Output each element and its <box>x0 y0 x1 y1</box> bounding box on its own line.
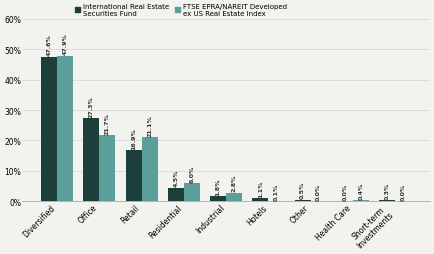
Text: 21.1%: 21.1% <box>147 115 152 136</box>
Text: 27.3%: 27.3% <box>89 96 94 118</box>
Text: 0.0%: 0.0% <box>401 183 406 200</box>
Bar <box>184 183 200 201</box>
Text: 16.9%: 16.9% <box>131 127 136 149</box>
Bar <box>125 150 141 201</box>
Bar <box>295 200 311 201</box>
Bar <box>226 193 242 201</box>
Text: 1.1%: 1.1% <box>258 180 263 197</box>
Text: 0.4%: 0.4% <box>358 182 364 199</box>
Bar <box>99 136 115 201</box>
Text: 47.9%: 47.9% <box>62 33 68 55</box>
Legend: International Real Estate
Securities Fund, FTSE EPRA/NAREIT Developed
ex US Real: International Real Estate Securities Fun… <box>75 4 287 17</box>
Text: 0.3%: 0.3% <box>385 182 390 199</box>
Text: 0.1%: 0.1% <box>274 183 279 200</box>
Bar <box>379 200 395 201</box>
Text: 21.7%: 21.7% <box>105 113 110 135</box>
Bar <box>168 188 184 201</box>
Bar <box>210 196 226 201</box>
Text: 0.0%: 0.0% <box>342 183 348 200</box>
Text: 1.8%: 1.8% <box>216 177 220 195</box>
Bar <box>252 198 268 201</box>
Bar <box>141 137 158 201</box>
Bar <box>57 56 73 201</box>
Bar <box>41 57 57 201</box>
Text: 2.8%: 2.8% <box>232 174 237 192</box>
Text: 0.5%: 0.5% <box>300 181 305 199</box>
Text: 4.5%: 4.5% <box>173 169 178 187</box>
Bar <box>353 200 369 201</box>
Text: 6.0%: 6.0% <box>189 165 194 182</box>
Text: 47.6%: 47.6% <box>46 34 52 56</box>
Bar <box>83 119 99 201</box>
Text: 0.0%: 0.0% <box>316 183 321 200</box>
